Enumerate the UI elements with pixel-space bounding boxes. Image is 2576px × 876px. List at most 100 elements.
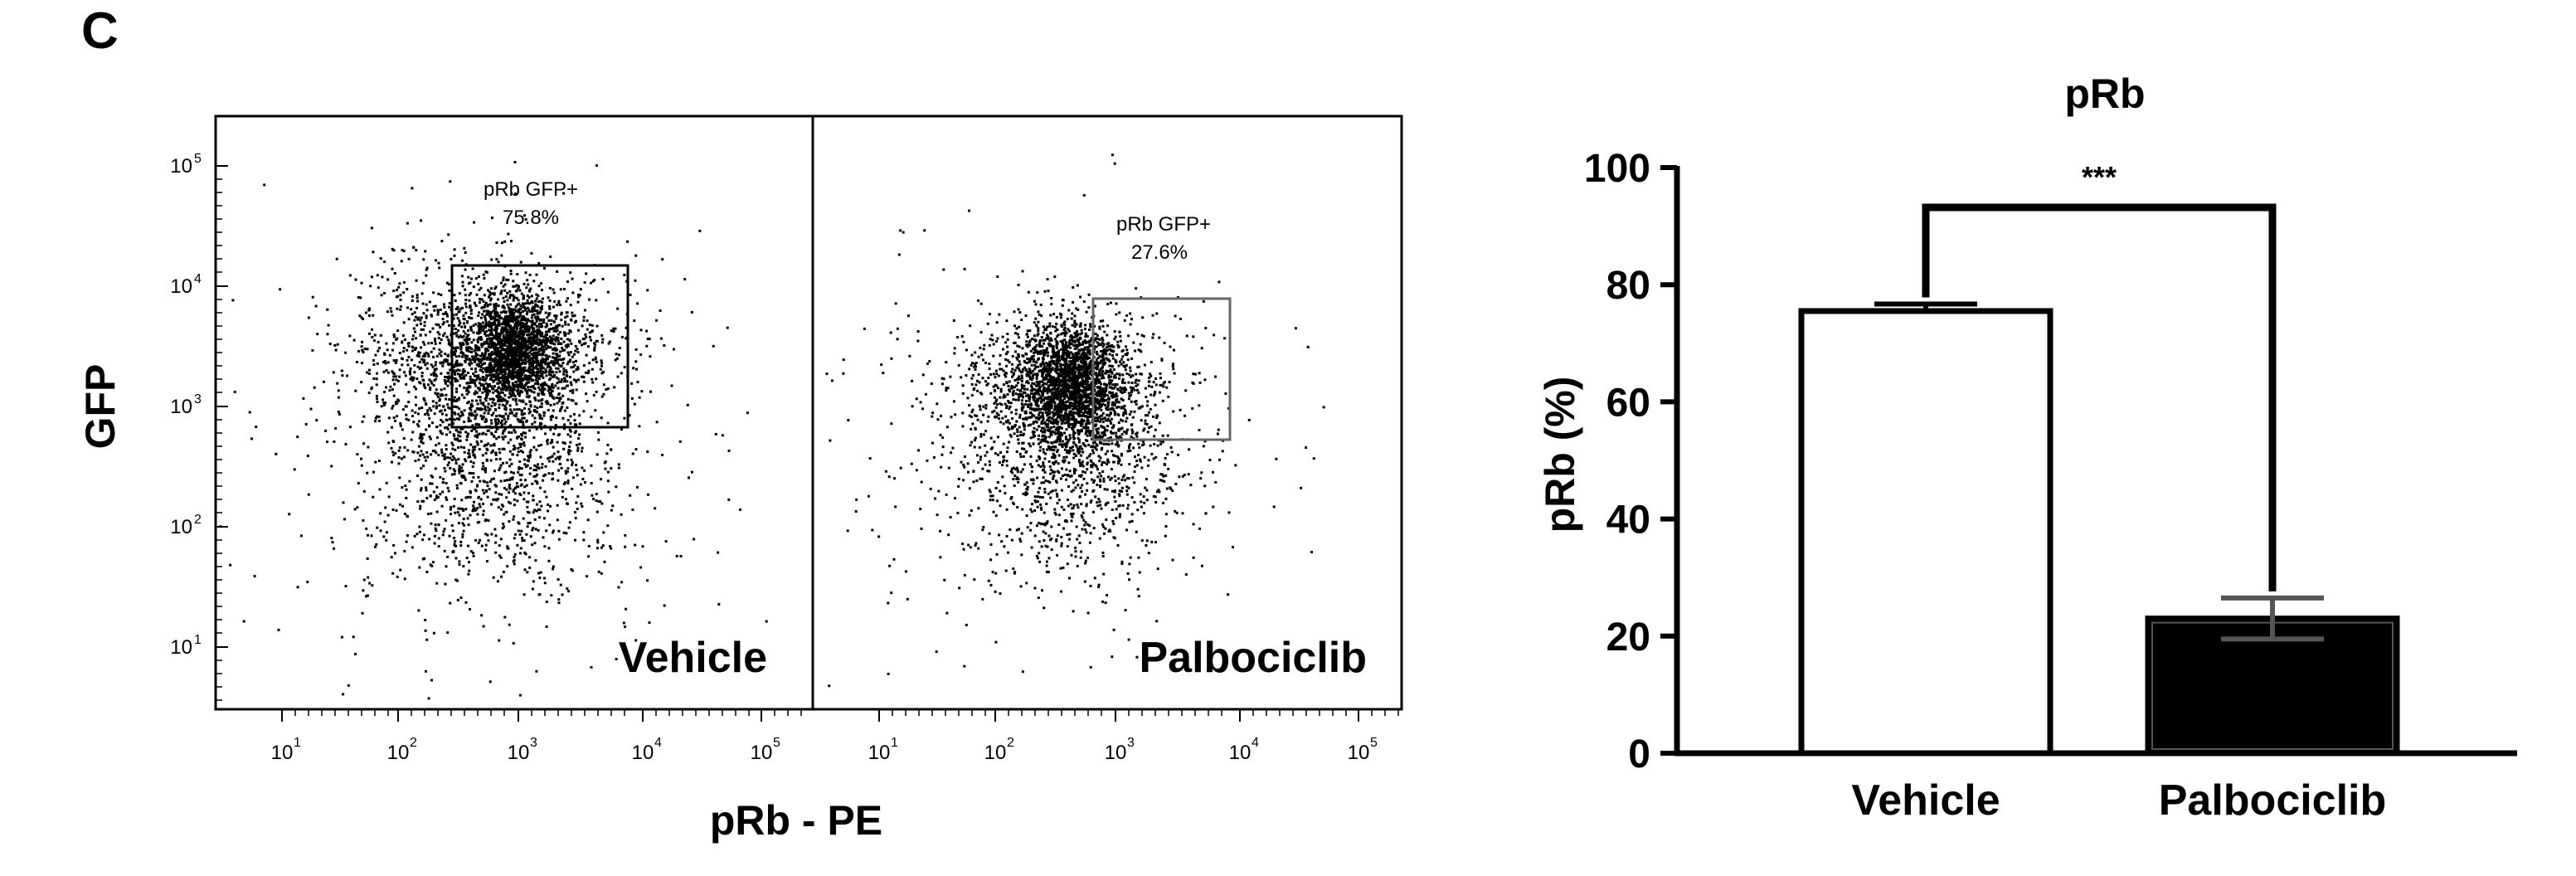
flow-event-point (531, 308, 534, 311)
flow-event-point (547, 319, 551, 322)
flow-event-point (511, 356, 514, 359)
flow-event-point (333, 547, 335, 550)
flow-event-point (590, 416, 593, 419)
flow-event-point (514, 533, 517, 536)
flow-event-point (569, 358, 572, 362)
flow-event-point (578, 422, 581, 426)
flow-event-point (518, 346, 522, 349)
flow-event-point (564, 333, 567, 336)
flow-event-point (544, 465, 547, 468)
flow-event-point (663, 344, 666, 347)
flow-event-point (330, 537, 333, 540)
flow-event-point (488, 390, 492, 392)
flow-event-point (459, 544, 463, 548)
flow-event-point (558, 370, 561, 373)
flow-event-point (1055, 353, 1058, 356)
flow-event-point (638, 425, 641, 428)
flow-event-point (521, 377, 524, 380)
flow-event-point (506, 565, 509, 568)
flow-event-point (425, 268, 428, 271)
flow-event-point (479, 336, 483, 339)
flow-event-point (521, 347, 524, 350)
flow-event-point (248, 411, 251, 414)
flow-event-point (513, 371, 517, 374)
flow-event-point (420, 478, 423, 481)
flow-event-point (472, 372, 475, 375)
flow-event-point (523, 366, 527, 369)
flow-event-point (469, 408, 473, 411)
flow-event-point (296, 586, 299, 589)
flow-event-point (1071, 312, 1074, 315)
flow-event-point (639, 566, 643, 569)
flow-event-point (406, 306, 409, 309)
flow-event-point (528, 556, 532, 559)
flow-event-point (620, 581, 624, 584)
flow-event-point (552, 327, 555, 330)
flow-event-point (528, 274, 532, 276)
flow-event-point (497, 387, 500, 390)
flow-event-point (576, 293, 580, 296)
flow-event-point (571, 388, 575, 392)
flow-event-point (492, 309, 495, 312)
flow-event-point (503, 398, 506, 402)
flow-event-point (448, 375, 451, 378)
flow-event-point (517, 450, 520, 454)
flow-event-point (517, 375, 520, 378)
flow-event-point (524, 402, 527, 406)
flow-event-point (588, 331, 591, 334)
flow-event-point (499, 391, 503, 394)
flow-event-point (512, 358, 514, 361)
flow-event-point (590, 330, 593, 333)
flow-event-point (490, 345, 493, 348)
flow-event-point (485, 339, 488, 343)
flow-event-point (518, 380, 521, 383)
flow-event-point (459, 540, 463, 543)
flow-event-point (530, 361, 533, 364)
flow-event-point (623, 366, 626, 369)
flow-event-point (401, 457, 403, 460)
flow-event-point (1071, 387, 1074, 390)
flow-event-point (374, 353, 377, 357)
flow-event-point (539, 414, 542, 417)
flow-event-point (556, 518, 559, 522)
flow-event-point (448, 302, 451, 305)
flow-event-point (520, 442, 523, 445)
flow-event-point (546, 339, 549, 343)
flow-event-point (547, 386, 551, 389)
flow-event-point (478, 448, 481, 451)
flow-event-point (476, 353, 479, 357)
flow-event-point (570, 342, 573, 345)
flow-event-point (603, 560, 606, 563)
flow-event-point (445, 335, 449, 338)
flow-event-point (462, 474, 465, 478)
flow-event-point (654, 507, 657, 510)
flow-event-point (503, 525, 505, 528)
flow-event-point (517, 386, 520, 389)
flow-event-point (459, 596, 463, 600)
flow-event-point (461, 341, 464, 344)
flow-event-point (372, 314, 375, 317)
flow-event-point (503, 344, 507, 348)
flow-event-point (537, 338, 541, 341)
flow-event-point (1064, 401, 1067, 404)
flow-event-point (994, 406, 998, 409)
flow-event-point (545, 625, 548, 628)
flow-event-point (488, 313, 492, 316)
flow-event-point (571, 355, 574, 358)
flow-event-point (495, 415, 498, 418)
flow-event-point (510, 411, 513, 414)
flow-event-point (545, 337, 548, 340)
flow-event-point (1075, 393, 1078, 396)
flow-event-point (420, 316, 423, 319)
flow-event-point (475, 399, 479, 402)
flow-event-point (646, 289, 649, 292)
flow-event-point (480, 338, 484, 341)
flow-event-point (472, 331, 475, 334)
flow-event-point (460, 325, 464, 328)
flow-event-point (454, 363, 457, 367)
flow-event-point (432, 405, 435, 408)
flow-event-point (635, 367, 638, 371)
flow-event-point (535, 365, 538, 368)
flow-event-point (498, 420, 500, 423)
flow-event-point (489, 299, 492, 302)
